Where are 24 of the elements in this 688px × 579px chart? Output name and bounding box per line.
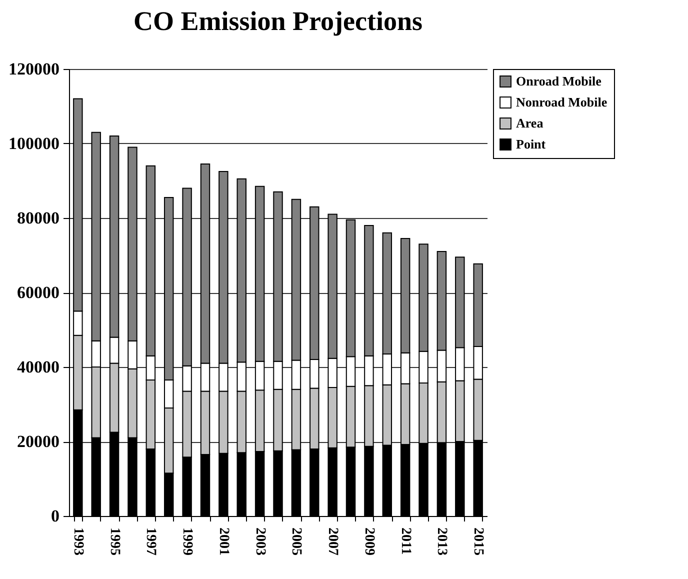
chart-title: CO Emission Projections [134,6,422,36]
y-tick-label: 80000 [17,208,60,228]
legend-label: Nonroad Mobile [516,94,608,110]
y-tick-label: 40000 [17,358,60,376]
legend-label: Area [516,116,544,130]
x-tick-label: 2009 [361,528,376,556]
x-tick-label: 1995 [106,528,122,556]
x-tick-label: 2007 [325,528,340,556]
y-tick-label: 20000 [17,432,60,451]
y-tick-label: 120000 [8,60,60,78]
x-tick-label: 1993 [70,528,86,556]
x-tick-label: 2003 [252,528,268,556]
y-tick-label: 60000 [17,283,60,302]
x-tick-label: 2011 [398,528,413,555]
x-tick-label: 2001 [216,528,231,556]
y-tick-label: 100000 [8,134,60,153]
x-tick-label: 1997 [143,528,158,556]
y-tick-label: 0 [51,506,60,526]
x-tick-label: 1999 [180,528,195,556]
x-tick-label: 2013 [434,528,450,556]
x-tick-label: 2015 [470,528,486,556]
legend-label: Point [516,136,546,152]
x-tick-label: 2005 [288,528,304,556]
legend-label: Onroad Mobile [516,74,602,88]
